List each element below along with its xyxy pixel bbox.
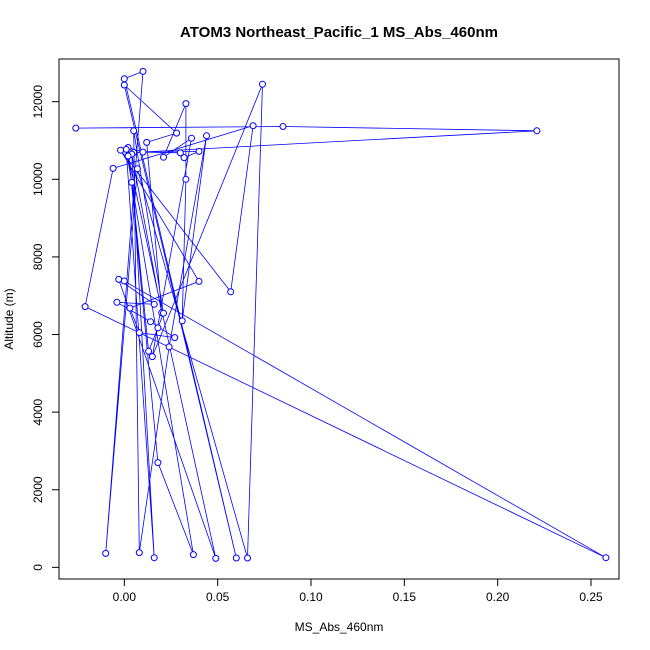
data-point (189, 551, 197, 559)
data-point (81, 303, 89, 311)
x-axis-label: MS_Abs_460nm (295, 620, 384, 634)
data-point (115, 275, 123, 283)
series-layer (72, 67, 610, 562)
y-tick-label: 12000 (31, 85, 45, 119)
data-point (173, 129, 181, 137)
data-point (150, 300, 158, 308)
data-point (154, 324, 162, 332)
x-axis: 0.00 0.05 0.10 0.15 0.20 0.25 (113, 578, 603, 604)
x-tick-label: 0.00 (113, 590, 137, 604)
data-point (160, 309, 167, 317)
y-tick-label: 2000 (31, 476, 45, 503)
data-point (147, 318, 154, 326)
data-point (109, 164, 117, 172)
data-point (249, 122, 257, 130)
data-point (122, 145, 130, 153)
data-point (279, 123, 287, 130)
data-point (182, 175, 190, 183)
x-tick-label: 0.05 (206, 590, 230, 604)
data-point (145, 347, 153, 355)
y-tick-label: 4000 (31, 398, 45, 425)
y-tick-label: 10000 (31, 162, 45, 196)
data-point (120, 75, 128, 83)
data-point (135, 549, 143, 557)
data-point (102, 549, 110, 557)
data-point (150, 554, 158, 562)
data-point (126, 304, 134, 312)
data-point (182, 100, 190, 108)
data-point (227, 288, 235, 296)
y-axis: 0 2000 4000 6000 8000 10000 12000 (31, 85, 60, 571)
series-line (75, 70, 607, 559)
data-point (143, 138, 151, 146)
data-point (259, 80, 266, 88)
data-point (128, 178, 136, 186)
data-point (113, 298, 121, 306)
plot-frame (58, 58, 620, 580)
data-point (117, 146, 125, 154)
data-point (124, 152, 132, 160)
data-point (212, 554, 220, 562)
data-point (195, 147, 203, 155)
data-point (72, 124, 80, 132)
y-tick-label: 6000 (31, 321, 45, 348)
data-point (154, 459, 162, 467)
data-point (135, 329, 143, 337)
data-point (133, 165, 141, 173)
data-point (533, 127, 541, 135)
data-point (120, 81, 128, 89)
data-point (176, 149, 184, 157)
data-point (188, 134, 195, 142)
x-tick-label: 0.20 (486, 590, 510, 604)
data-point (165, 343, 173, 351)
y-tick-label: 0 (31, 564, 45, 571)
data-point (148, 353, 156, 361)
data-point (244, 554, 251, 562)
data-point (602, 554, 610, 562)
y-axis-label: Altitude (m) (2, 288, 16, 349)
x-tick-label: 0.15 (393, 590, 417, 604)
x-tick-label: 0.10 (299, 590, 323, 604)
data-point (139, 148, 147, 156)
data-point (130, 127, 138, 135)
data-point (203, 132, 210, 140)
data-point (180, 154, 188, 162)
data-point (232, 554, 240, 562)
data-point (139, 67, 147, 75)
data-point (195, 277, 203, 285)
data-point (171, 334, 179, 342)
data-point (178, 317, 186, 325)
data-point (160, 153, 167, 161)
y-tick-label: 8000 (31, 243, 45, 270)
x-tick-label: 0.25 (579, 590, 603, 604)
chart-title: ATOM3 Northeast_Pacific_1 MS_Abs_460nm (180, 24, 498, 41)
data-point (120, 277, 128, 285)
